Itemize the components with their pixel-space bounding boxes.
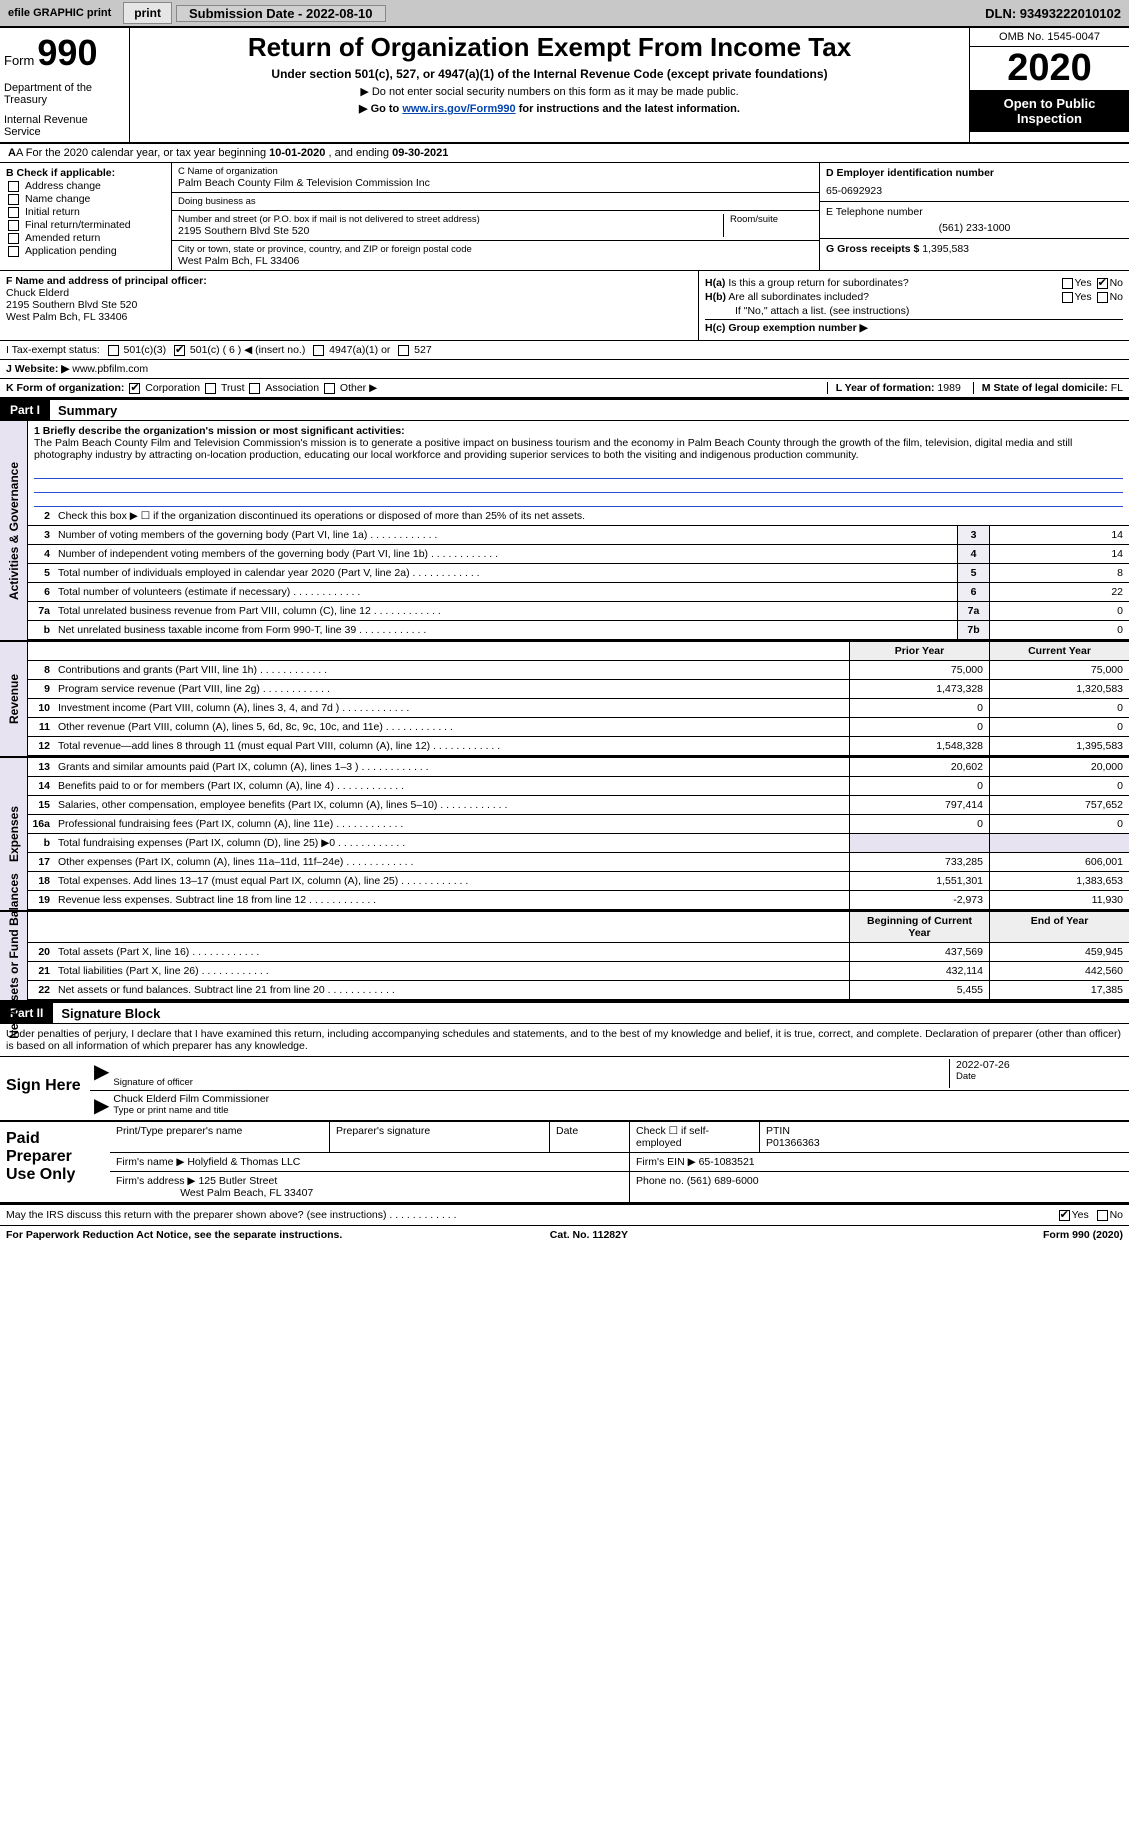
- tax-year: 2020: [970, 47, 1129, 90]
- f-block: F Name and address of principal officer:…: [0, 271, 699, 340]
- k-assoc[interactable]: [249, 383, 260, 394]
- city: West Palm Bch, FL 33406: [178, 255, 813, 267]
- blank-line: [34, 465, 1123, 479]
- sub2: ▶ Do not enter social security numbers o…: [134, 85, 965, 98]
- exp-line: 14Benefits paid to or for members (Part …: [28, 777, 1129, 796]
- net-section: Net Assets or Fund Balances Beginning of…: [0, 912, 1129, 1002]
- net-line: 22Net assets or fund balances. Subtract …: [28, 981, 1129, 1000]
- line-2: 2Check this box ▶ ☐ if the organization …: [28, 507, 1129, 526]
- rev-line: 8Contributions and grants (Part VIII, li…: [28, 661, 1129, 680]
- dept-irs: Internal Revenue Service: [4, 114, 125, 138]
- exp-line: 15Salaries, other compensation, employee…: [28, 796, 1129, 815]
- rev-line: 10Investment income (Part VIII, column (…: [28, 699, 1129, 718]
- subtitle: Under section 501(c), 527, or 4947(a)(1)…: [134, 67, 965, 81]
- ag-line: 5Total number of individuals employed in…: [28, 564, 1129, 583]
- rev-line: 9Program service revenue (Part VIII, lin…: [28, 680, 1129, 699]
- hb-yes[interactable]: [1062, 292, 1073, 303]
- arrow-icon: ▶: [90, 1093, 113, 1118]
- blank-line: [34, 479, 1123, 493]
- form-number: 990: [37, 32, 97, 73]
- print-button[interactable]: print: [123, 2, 172, 24]
- i-501c[interactable]: [174, 345, 185, 356]
- ha-no[interactable]: [1097, 278, 1108, 289]
- website: www.pbfilm.com: [72, 363, 148, 375]
- discuss-no[interactable]: [1097, 1210, 1108, 1221]
- declaration: Under penalties of perjury, I declare th…: [0, 1024, 1129, 1057]
- revenue-section: Revenue Prior YearCurrent Year 8Contribu…: [0, 642, 1129, 758]
- exp-line: 13Grants and similar amounts paid (Part …: [28, 758, 1129, 777]
- bcdefg-block: B Check if applicable: Address change Na…: [0, 163, 1129, 271]
- efile-label: efile GRAPHIC print: [0, 7, 119, 19]
- ag-line: 6Total number of volunteers (estimate if…: [28, 583, 1129, 602]
- app-pending-cb[interactable]: [8, 246, 19, 257]
- i-501c3[interactable]: [108, 345, 119, 356]
- submission-date: Submission Date - 2022-08-10: [176, 5, 386, 22]
- name-change-cb[interactable]: [8, 194, 19, 205]
- addr-change-cb[interactable]: [8, 181, 19, 192]
- k-other[interactable]: [324, 383, 335, 394]
- ag-line: bNet unrelated business taxable income f…: [28, 621, 1129, 640]
- col-b: B Check if applicable: Address change Na…: [0, 163, 172, 270]
- part-i-bar: Part I Summary: [0, 399, 1129, 421]
- main-title: Return of Organization Exempt From Incom…: [134, 32, 965, 63]
- rev-line: 12Total revenue—add lines 8 through 11 (…: [28, 737, 1129, 756]
- h-block: H(a) Is this a group return for subordin…: [699, 271, 1129, 340]
- discuss-row: May the IRS discuss this return with the…: [0, 1204, 1129, 1225]
- row-i: I Tax-exempt status: 501(c)(3) 501(c) ( …: [0, 341, 1129, 360]
- discuss-yes[interactable]: [1059, 1210, 1070, 1221]
- expenses-section: Expenses 13Grants and similar amounts pa…: [0, 758, 1129, 912]
- k-corp[interactable]: [129, 383, 140, 394]
- rev-hdr: Prior YearCurrent Year: [28, 642, 1129, 661]
- line-a: AA For the 2020 calendar year, or tax ye…: [0, 144, 1129, 163]
- net-hdr: Beginning of Current YearEnd of Year: [28, 912, 1129, 943]
- exp-line: bTotal fundraising expenses (Part IX, co…: [28, 834, 1129, 853]
- dln: DLN: 93493222010102: [977, 6, 1129, 21]
- irs-link[interactable]: www.irs.gov/Form990: [402, 103, 515, 115]
- rev-line: 11Other revenue (Part VIII, column (A), …: [28, 718, 1129, 737]
- form-word: Form: [4, 53, 34, 68]
- hb-no[interactable]: [1097, 292, 1108, 303]
- initial-cb[interactable]: [8, 207, 19, 218]
- header-strip: efile GRAPHIC print print Submission Dat…: [0, 0, 1129, 28]
- ag-line: 3Number of voting members of the governi…: [28, 526, 1129, 545]
- sub3: ▶ Go to www.irs.gov/Form990 for instruct…: [134, 102, 965, 115]
- ein: 65-0692923: [826, 185, 1123, 197]
- paperwork-row: For Paperwork Reduction Act Notice, see …: [0, 1225, 1129, 1244]
- row-klm: K Form of organization: Corporation Trus…: [0, 379, 1129, 399]
- line-1: 1 Briefly describe the organization's mi…: [28, 421, 1129, 465]
- amended-cb[interactable]: [8, 233, 19, 244]
- i-527[interactable]: [398, 345, 409, 356]
- sign-here: Sign Here ▶ Signature of officer 2022-07…: [0, 1057, 1129, 1122]
- street: 2195 Southern Blvd Ste 520: [178, 225, 723, 237]
- arrow-icon: ▶: [90, 1059, 113, 1088]
- activities-section: Activities & Governance 1 Briefly descri…: [0, 421, 1129, 642]
- blank-line: [34, 493, 1123, 507]
- net-line: 21Total liabilities (Part X, line 26)432…: [28, 962, 1129, 981]
- title-block: Form 990 Department of the Treasury Inte…: [0, 28, 1129, 144]
- final-cb[interactable]: [8, 220, 19, 231]
- dept-treasury: Department of the Treasury: [4, 82, 125, 106]
- part-ii-bar: Part II Signature Block: [0, 1002, 1129, 1024]
- ag-line: 7aTotal unrelated business revenue from …: [28, 602, 1129, 621]
- open-public: Open to Public Inspection: [970, 90, 1129, 132]
- net-line: 20Total assets (Part X, line 16)437,5694…: [28, 943, 1129, 962]
- i-4947[interactable]: [313, 345, 324, 356]
- fh-row: F Name and address of principal officer:…: [0, 271, 1129, 341]
- gross-receipts: 1,395,583: [922, 243, 969, 255]
- row-j: J Website: ▶ www.pbfilm.com: [0, 360, 1129, 379]
- phone: (561) 233-1000: [826, 222, 1123, 234]
- exp-line: 19Revenue less expenses. Subtract line 1…: [28, 891, 1129, 910]
- org-name: Palm Beach County Film & Television Comm…: [178, 177, 813, 189]
- col-c: C Name of organization Palm Beach County…: [172, 163, 819, 270]
- omb: OMB No. 1545-0047: [970, 28, 1129, 47]
- exp-line: 17Other expenses (Part IX, column (A), l…: [28, 853, 1129, 872]
- col-d: D Employer identification number 65-0692…: [819, 163, 1129, 270]
- ha-yes[interactable]: [1062, 278, 1073, 289]
- exp-line: 16aProfessional fundraising fees (Part I…: [28, 815, 1129, 834]
- mission-text: The Palm Beach County Film and Televisio…: [34, 437, 1072, 461]
- ag-line: 4Number of independent voting members of…: [28, 545, 1129, 564]
- exp-line: 18Total expenses. Add lines 13–17 (must …: [28, 872, 1129, 891]
- paid-preparer: Paid Preparer Use Only Print/Type prepar…: [0, 1122, 1129, 1204]
- k-trust[interactable]: [205, 383, 216, 394]
